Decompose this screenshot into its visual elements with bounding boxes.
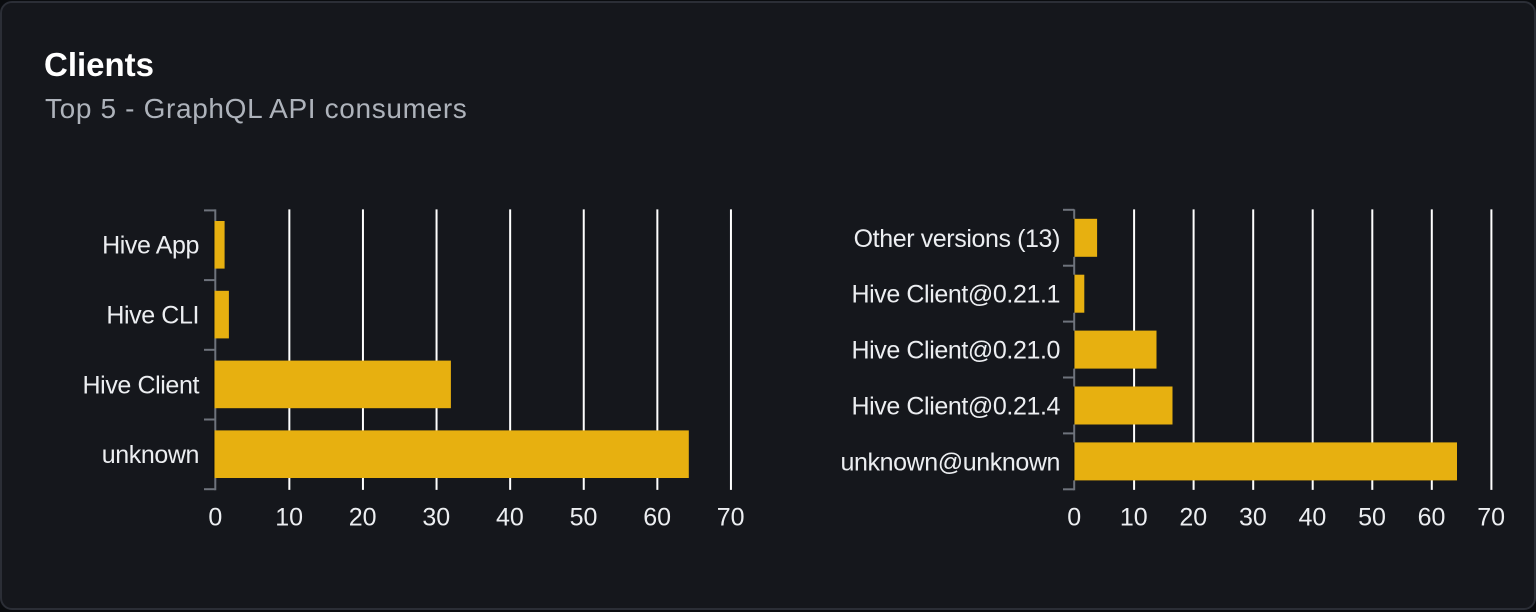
svg-text:30: 30 xyxy=(1239,504,1267,532)
svg-text:Hive Client@0.21.1: Hive Client@0.21.1 xyxy=(851,281,1060,309)
svg-text:70: 70 xyxy=(717,504,745,532)
svg-text:20: 20 xyxy=(1179,504,1207,532)
svg-text:0: 0 xyxy=(208,504,222,532)
svg-text:40: 40 xyxy=(1298,504,1326,532)
svg-text:10: 10 xyxy=(275,504,303,532)
svg-text:70: 70 xyxy=(1477,504,1505,532)
svg-text:30: 30 xyxy=(422,504,450,532)
svg-text:20: 20 xyxy=(349,504,377,532)
svg-text:Hive Client@0.21.0: Hive Client@0.21.0 xyxy=(851,337,1060,365)
svg-text:unknown: unknown xyxy=(102,441,199,469)
svg-text:Other versions (13): Other versions (13) xyxy=(854,225,1060,253)
svg-text:50: 50 xyxy=(570,504,598,532)
svg-text:60: 60 xyxy=(1418,504,1446,532)
svg-text:unknown@unknown: unknown@unknown xyxy=(840,448,1060,476)
svg-text:Hive App: Hive App xyxy=(102,232,199,260)
svg-text:Hive Client@0.21.4: Hive Client@0.21.4 xyxy=(851,393,1060,421)
svg-text:60: 60 xyxy=(643,504,671,532)
svg-text:Hive Client: Hive Client xyxy=(83,371,200,399)
svg-text:50: 50 xyxy=(1358,504,1386,532)
svg-text:40: 40 xyxy=(496,504,524,532)
svg-text:Hive CLI: Hive CLI xyxy=(106,302,199,330)
svg-text:0: 0 xyxy=(1067,504,1081,532)
svg-text:10: 10 xyxy=(1120,504,1148,532)
